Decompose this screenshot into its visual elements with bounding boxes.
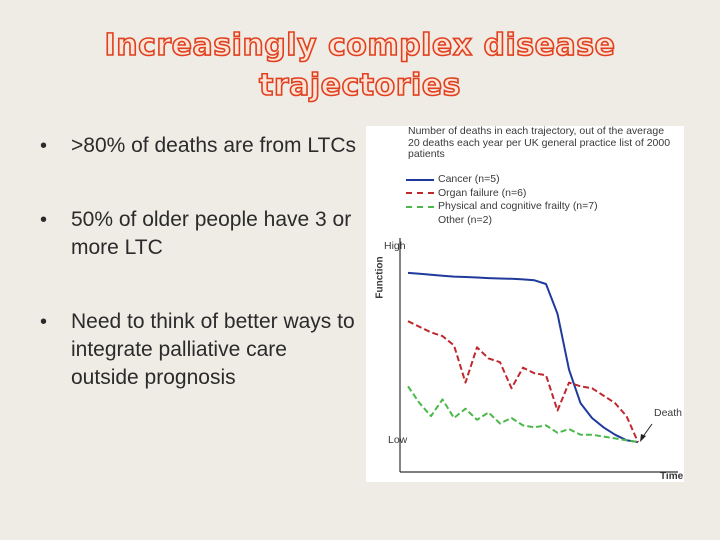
legend-item-cancer: Cancer (n=5)	[406, 173, 598, 187]
slide-title: Increasingly complex disease trajectorie…	[60, 26, 660, 106]
bullet-item: 50% of older people have 3 or more LTC	[40, 206, 360, 262]
bullet-list: >80% of deaths are from LTCs 50% of olde…	[40, 128, 360, 392]
x-axis-label: Time	[660, 471, 684, 482]
bullet-item: >80% of deaths are from LTCs	[40, 132, 360, 160]
legend-label-cancer: Cancer (n=5)	[438, 173, 500, 185]
series-line-cancer	[407, 271, 639, 444]
legend-item-frailty: Physical and cognitive frailty (n=7)	[406, 200, 598, 214]
chart-plot	[399, 238, 678, 473]
slide-title-line1: Increasingly complex disease	[104, 27, 616, 64]
series-line-frailty	[407, 385, 639, 444]
slide-title-line2: trajectories	[258, 67, 462, 104]
legend-swatch-organ-failure	[406, 192, 434, 195]
series-line-organ-failure	[407, 320, 639, 443]
y-tick-low: Low	[388, 434, 408, 446]
chart-legend: Cancer (n=5) Organ failure (n=6) Physica…	[406, 173, 598, 227]
legend-item-organ-failure: Organ failure (n=6)	[406, 187, 598, 201]
legend-label-frailty: Physical and cognitive frailty (n=7)	[438, 200, 598, 212]
series-group	[407, 271, 639, 444]
death-arrow-head	[640, 434, 646, 442]
bullet-item: Need to think of better ways to integrat…	[40, 308, 360, 392]
legend-label-organ-failure: Organ failure (n=6)	[438, 186, 527, 199]
death-annotation: Death	[654, 407, 683, 419]
legend-swatch-frailty	[406, 205, 434, 208]
legend-item-other: Other (n=2)	[406, 214, 598, 228]
chart-title: Number of deaths in each trajectory, out…	[408, 125, 671, 160]
trajectory-chart: Number of deaths in each trajectory, out…	[366, 125, 684, 482]
legend-swatch-cancer	[406, 178, 434, 181]
legend-label-other: Other (n=2)	[438, 213, 492, 226]
